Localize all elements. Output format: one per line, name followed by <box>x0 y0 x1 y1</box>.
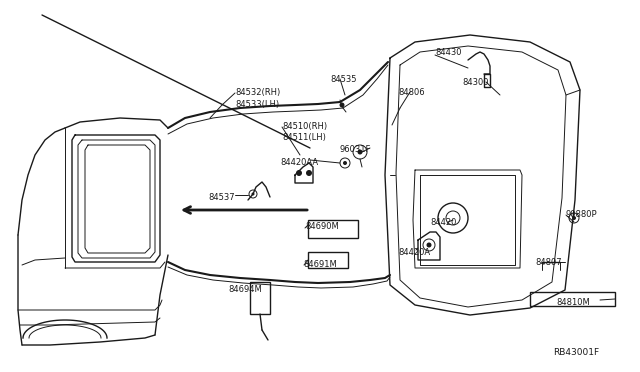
Text: 84510(RH): 84510(RH) <box>282 122 327 131</box>
Circle shape <box>358 150 362 154</box>
Text: 84532(RH): 84532(RH) <box>235 88 280 97</box>
Circle shape <box>252 192 255 196</box>
Circle shape <box>572 216 576 220</box>
Text: 84535: 84535 <box>330 75 356 84</box>
Text: 84300: 84300 <box>462 78 488 87</box>
Text: 84810M: 84810M <box>556 298 589 307</box>
Bar <box>308 252 348 268</box>
Text: 84690M: 84690M <box>305 222 339 231</box>
Circle shape <box>339 103 344 108</box>
Text: RB43001F: RB43001F <box>553 348 599 357</box>
Text: 84420A: 84420A <box>398 248 430 257</box>
Circle shape <box>296 170 302 176</box>
Text: 90880P: 90880P <box>566 210 598 219</box>
Text: 84537: 84537 <box>208 193 235 202</box>
Text: 84694M: 84694M <box>228 285 262 294</box>
Text: 84807: 84807 <box>535 258 562 267</box>
Text: 84430: 84430 <box>435 48 461 57</box>
Bar <box>530 292 615 306</box>
Text: 84420: 84420 <box>430 218 456 227</box>
Bar <box>308 220 358 238</box>
Bar <box>250 282 270 314</box>
Text: 84511(LH): 84511(LH) <box>282 133 326 142</box>
Circle shape <box>426 243 431 247</box>
Text: 96031F: 96031F <box>339 145 371 154</box>
Text: 84691M: 84691M <box>303 260 337 269</box>
Circle shape <box>306 170 312 176</box>
Text: 84420AA: 84420AA <box>280 158 318 167</box>
Circle shape <box>343 161 347 165</box>
Text: 84806: 84806 <box>398 88 424 97</box>
Text: 84533(LH): 84533(LH) <box>235 100 279 109</box>
